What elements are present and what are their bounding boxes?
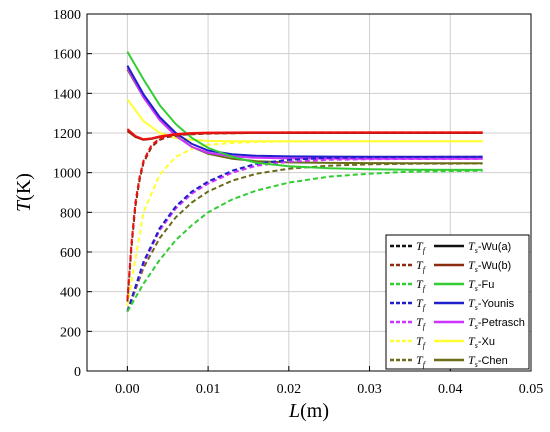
legend-label-solid: Ts-Chen	[468, 353, 508, 369]
legend-model-name: -Younis	[478, 298, 515, 310]
legend-subscript: s	[475, 360, 478, 369]
y-tick-label: 1600	[53, 48, 81, 63]
y-tick-label: 600	[60, 246, 81, 261]
y-tick-label: 200	[60, 325, 81, 340]
legend-subscript: f	[423, 341, 427, 350]
legend-label-solid: Ts-Fu	[468, 277, 494, 293]
legend: Tf Ts-Wu(a) Tf Ts-Wu(b) Tf Ts-Fu Tf Ts-Younis Tf…	[385, 234, 530, 370]
legend-model-name: -Fu	[478, 279, 495, 291]
legend-subscript: s	[475, 341, 478, 350]
legend-subscript: f	[423, 360, 427, 369]
legend-label-fluid: Tf	[416, 296, 427, 312]
legend-subscript: f	[423, 246, 427, 255]
y-tick-label: 1000	[53, 167, 81, 182]
legend-subscript: s	[475, 303, 478, 312]
x-axis-variable: L	[288, 400, 300, 422]
y-tick-label: 1200	[53, 127, 81, 142]
series-layer	[126, 51, 483, 313]
y-axis-title: T(K)	[13, 173, 35, 212]
x-tick-label: 0.02	[277, 382, 302, 397]
legend-subscript: f	[423, 265, 427, 274]
legend-label-solid: Ts-Wu(a)	[468, 239, 511, 255]
y-tick-label: 1400	[53, 87, 81, 102]
y-tick-label: 1800	[53, 8, 81, 23]
x-tick-label: 0.01	[196, 382, 221, 397]
legend-subscript: f	[423, 284, 427, 293]
legend-label-fluid: Tf	[416, 277, 427, 293]
x-tick-label: 0.05	[519, 382, 544, 397]
series-line-solid-wu-a	[126, 128, 483, 141]
legend-label-solid: Ts-Xu	[468, 334, 495, 350]
legend-model-name: -Chen	[478, 355, 508, 367]
series-line-fluid-chen	[126, 162, 483, 312]
axis-ticks: 0 200 400 600 800 1000 1200 1400 1600 1800 0.00 0.0…	[53, 8, 543, 397]
legend-label-solid: Ts-Younis	[468, 296, 515, 312]
legend-subscript: s	[475, 322, 478, 331]
y-axis-label: T(K)	[13, 173, 35, 212]
legend-label-solid: Ts-Petrasch	[468, 315, 525, 331]
legend-label-solid: Ts-Wu(b)	[468, 258, 511, 274]
series-line-solid-xu	[126, 98, 483, 143]
plot-frame	[86, 13, 532, 372]
y-tick-label: 800	[60, 206, 81, 221]
legend-model-name: -Wu(a)	[478, 241, 511, 253]
y-axis-unit: (K)	[13, 173, 35, 201]
series-line-solid-petrasch	[126, 67, 483, 160]
legend-model-name: -Wu(b)	[478, 260, 511, 272]
x-tick-label: 0.03	[357, 382, 382, 397]
legend-label-fluid: Tf	[416, 258, 427, 274]
legend-subscript: s	[475, 265, 478, 274]
legend-label-fluid: Tf	[416, 334, 427, 350]
y-axis-variable: T	[13, 199, 35, 212]
x-axis-unit: (m)	[300, 400, 329, 422]
x-axis-title: L(m)	[288, 400, 329, 422]
legend-subscript: s	[475, 246, 478, 255]
legend-subscript: s	[475, 284, 478, 293]
series-line-solid-fu	[126, 51, 483, 171]
x-tick-label: 0.00	[115, 382, 140, 397]
legend-label-fluid: Tf	[416, 315, 427, 331]
legend-label-fluid: Tf	[416, 239, 427, 255]
legend-subscript: f	[423, 303, 427, 312]
series-line-solid-chen	[126, 68, 483, 165]
legend-label-fluid: Tf	[416, 353, 427, 369]
series-line-fluid-fu	[126, 169, 483, 313]
legend-subscript: f	[423, 322, 427, 331]
y-tick-label: 0	[74, 365, 81, 380]
legend-model-name: -Xu	[478, 336, 495, 348]
legend-model-name: -Petrasch	[478, 317, 525, 329]
series-line-solid-younis	[126, 65, 483, 158]
x-axis-label: L(m)	[288, 400, 329, 422]
x-tick-label: 0.04	[438, 382, 463, 397]
y-tick-label: 400	[60, 286, 81, 301]
